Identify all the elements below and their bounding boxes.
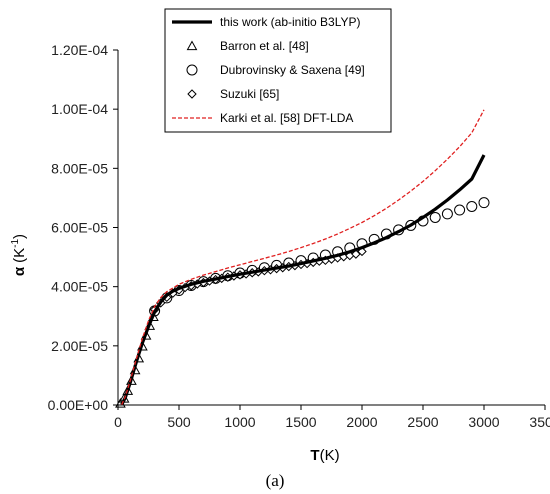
y-tick-label: 2.00E-05 (51, 338, 108, 354)
series-solid-thick (120, 154, 486, 406)
plot-series (115, 109, 490, 408)
y-tick-label: 1.00E-04 (51, 101, 108, 117)
y-tick-label: 0.00E+00 (48, 397, 109, 413)
series-line-karki (121, 109, 485, 405)
y-tick-label: 1.20E-04 (51, 42, 108, 58)
y-axis-title: α(K-1) (10, 234, 28, 276)
legend-swatch-triangle (186, 40, 198, 51)
data-point-dubrovinsky (478, 197, 490, 209)
data-point-suzuki (351, 249, 361, 259)
data-point-barron (126, 375, 137, 385)
series-line-this-work (120, 154, 486, 406)
data-point-dubrovinsky (454, 204, 466, 216)
panel-label: (a) (266, 471, 285, 490)
legend: this work (ab-initio B3LYP) Barron et al.… (164, 8, 392, 133)
x-tick-label: 1000 (224, 414, 255, 430)
x-tick-label: 2500 (407, 414, 438, 430)
data-point-dubrovinsky (429, 211, 441, 223)
legend-swatch-diamond (187, 89, 197, 99)
y-tick-label: 6.00E-05 (51, 220, 108, 236)
legend-label: Barron et al. [48] (220, 39, 309, 53)
legend-item: Barron et al. [48] (186, 39, 309, 53)
x-tick-label: 500 (167, 414, 191, 430)
x-tick-label: 2000 (346, 414, 377, 430)
x-axis-title: T(K) (310, 447, 339, 464)
legend-label: Dubrovinsky & Saxena [49] (220, 63, 365, 77)
legend-label: Suzuki [65] (220, 87, 279, 101)
legend-item: Dubrovinsky & Saxena [49] (186, 63, 365, 77)
legend-item: Suzuki [65] (187, 87, 279, 101)
x-tick-label: 3000 (468, 414, 499, 430)
legend-item: this work (ab-initio B3LYP) (172, 15, 361, 29)
legend-item: Karki et al. [58] DFT-LDA (172, 111, 353, 125)
x-axis-ticks: 0 500 1000 1500 2000 2500 3000 3500 (114, 405, 550, 430)
data-point-dubrovinsky (441, 208, 453, 220)
data-point-dubrovinsky (466, 200, 478, 212)
x-tick-label: 1500 (285, 414, 316, 430)
y-tick-label: 8.00E-05 (51, 160, 108, 176)
x-tick-label: 3500 (529, 414, 550, 430)
y-tick-label: 4.00E-05 (51, 279, 108, 295)
y-axis-ticks: 0.00E+00 2.00E-05 4.00E-05 6.00E-05 8.00E-05… (48, 42, 118, 413)
legend-label: this work (ab-initio B3LYP) (220, 15, 361, 29)
x-tick-label: 0 (114, 414, 122, 430)
legend-label: Karki et al. [58] DFT-LDA (220, 111, 353, 125)
legend-swatch-circle (186, 64, 198, 76)
legend-box (164, 8, 392, 133)
series-dashed (121, 109, 485, 405)
